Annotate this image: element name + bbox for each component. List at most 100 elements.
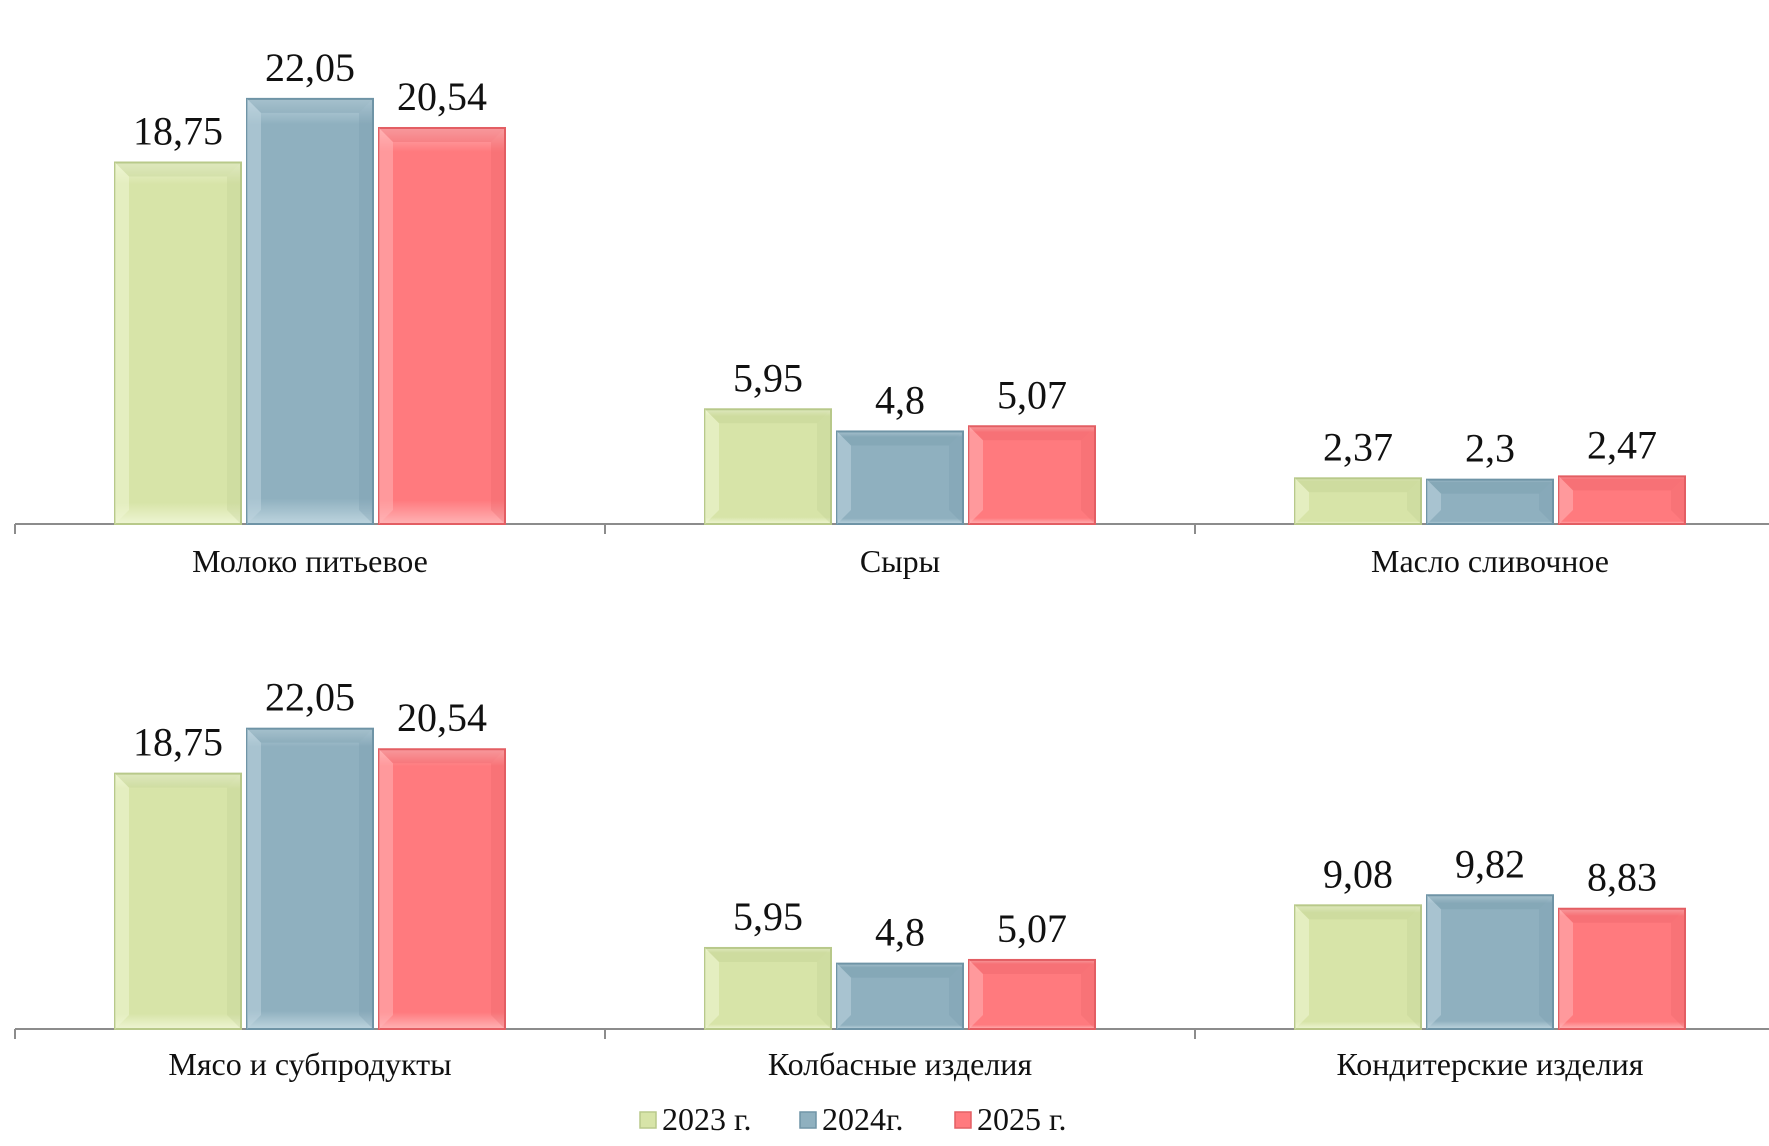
bar-bevel: [1539, 895, 1553, 1029]
bar-body: [378, 126, 506, 525]
data-label: 8,83: [1587, 855, 1657, 900]
bar-bevel: [817, 947, 831, 1029]
bar-bevel: [379, 127, 393, 524]
data-label: 5,95: [733, 894, 803, 939]
legend-label: 2025 г.: [977, 1101, 1067, 1137]
bar-bevel: [1081, 426, 1095, 524]
bar: [1558, 475, 1686, 525]
data-label: 20,54: [397, 695, 487, 740]
bar-bevel: [1559, 476, 1573, 524]
bar: [704, 946, 832, 1030]
data-label: 9,82: [1455, 841, 1525, 886]
bar-bevel: [705, 947, 831, 962]
data-label: 5,07: [997, 372, 1067, 417]
bar-body: [968, 425, 1096, 525]
bar-bevel: [817, 409, 831, 524]
data-label: 4,8: [875, 910, 925, 955]
bar: [1294, 477, 1422, 525]
bar: [114, 161, 242, 525]
bar: [1294, 904, 1422, 1030]
legend-label: 2023 г.: [662, 1101, 752, 1137]
chart-panel-1: Молоко питьевое 18,75 22,05 20,54 Сыры 5,95 4,…: [14, 45, 1769, 579]
bar-body: [114, 772, 242, 1030]
bar-bevel: [1081, 959, 1095, 1029]
bar-body: [1294, 477, 1422, 525]
bar-bevel: [1559, 908, 1685, 923]
legend-swatch: [954, 1111, 972, 1129]
bar-bevel: [1295, 478, 1421, 493]
bar-body: [1426, 478, 1554, 526]
bar-bevel: [115, 162, 129, 524]
bar-body: [836, 430, 964, 525]
legend-label: 2024г.: [822, 1101, 904, 1137]
bar-bevel: [115, 773, 241, 788]
bar-bevel: [247, 98, 261, 524]
bar-body: [704, 946, 832, 1030]
chart-panel-2: Мясо и субпродукты 18,75 22,05 20,54 Колбасн…: [14, 675, 1769, 1082]
data-label: 22,05: [265, 45, 355, 90]
bar: [836, 962, 964, 1031]
bar-bevel: [969, 426, 1095, 441]
bar-bevel: [491, 127, 505, 524]
bar-bevel: [837, 963, 851, 1029]
legend-swatch: [799, 1111, 817, 1129]
category-label: Сыры: [860, 543, 940, 579]
bar: [704, 408, 832, 525]
bar: [246, 97, 374, 525]
bar-bevel: [247, 728, 373, 743]
bar-bevel: [949, 431, 963, 524]
bar: [968, 425, 1096, 525]
bar-body: [114, 161, 242, 525]
bar-bevel: [247, 728, 261, 1029]
legend: 2023 г. 2024г. 2025 г.: [639, 1101, 1067, 1137]
bar-body: [1558, 907, 1686, 1031]
bar-bevel: [969, 959, 983, 1029]
category-label: Колбасные изделия: [768, 1046, 1033, 1082]
data-label: 5,95: [733, 355, 803, 400]
bar-bevel: [837, 963, 963, 978]
bar-bevel: [1295, 905, 1309, 1029]
bar-bevel: [705, 947, 719, 1029]
bar-body: [378, 748, 506, 1030]
bar-bevel: [1671, 476, 1685, 524]
bar-bevel: [379, 749, 505, 764]
bar-bevel: [969, 959, 1095, 974]
data-label: 9,08: [1323, 851, 1393, 896]
bar-body: [246, 727, 374, 1031]
bar-bevel: [1671, 908, 1685, 1029]
bar: [246, 727, 374, 1031]
bar: [1426, 894, 1554, 1030]
bar-bevel: [1407, 905, 1421, 1029]
bar-bevel: [379, 127, 505, 142]
bar-bevel: [1539, 479, 1553, 524]
bar-bevel: [1295, 478, 1309, 524]
bar-body: [1426, 894, 1554, 1030]
data-label: 5,07: [997, 906, 1067, 951]
bar: [378, 126, 506, 525]
data-label: 2,37: [1323, 424, 1393, 469]
data-label: 18,75: [133, 109, 223, 154]
bar-bevel: [1559, 908, 1573, 1029]
bar-bevel: [1427, 479, 1553, 494]
category-label: Молоко питьевое: [192, 543, 428, 579]
bar-bevel: [1427, 895, 1441, 1029]
bar-bevel: [837, 431, 963, 446]
data-label: 2,47: [1587, 422, 1657, 467]
bar-body: [836, 962, 964, 1031]
bar: [1426, 478, 1554, 526]
bar-bevel: [247, 98, 373, 113]
bar-body: [704, 408, 832, 525]
bar: [1558, 907, 1686, 1031]
bar-bevel: [1407, 478, 1421, 524]
category-label: Мясо и субпродукты: [168, 1046, 451, 1082]
legend-swatch: [639, 1111, 657, 1129]
bar-bevel: [1427, 479, 1441, 524]
bar: [836, 430, 964, 525]
bar: [968, 958, 1096, 1030]
bar-bevel: [115, 162, 241, 177]
bar-body: [1558, 475, 1686, 525]
bar-bevel: [1427, 895, 1553, 910]
data-label: 4,8: [875, 377, 925, 422]
